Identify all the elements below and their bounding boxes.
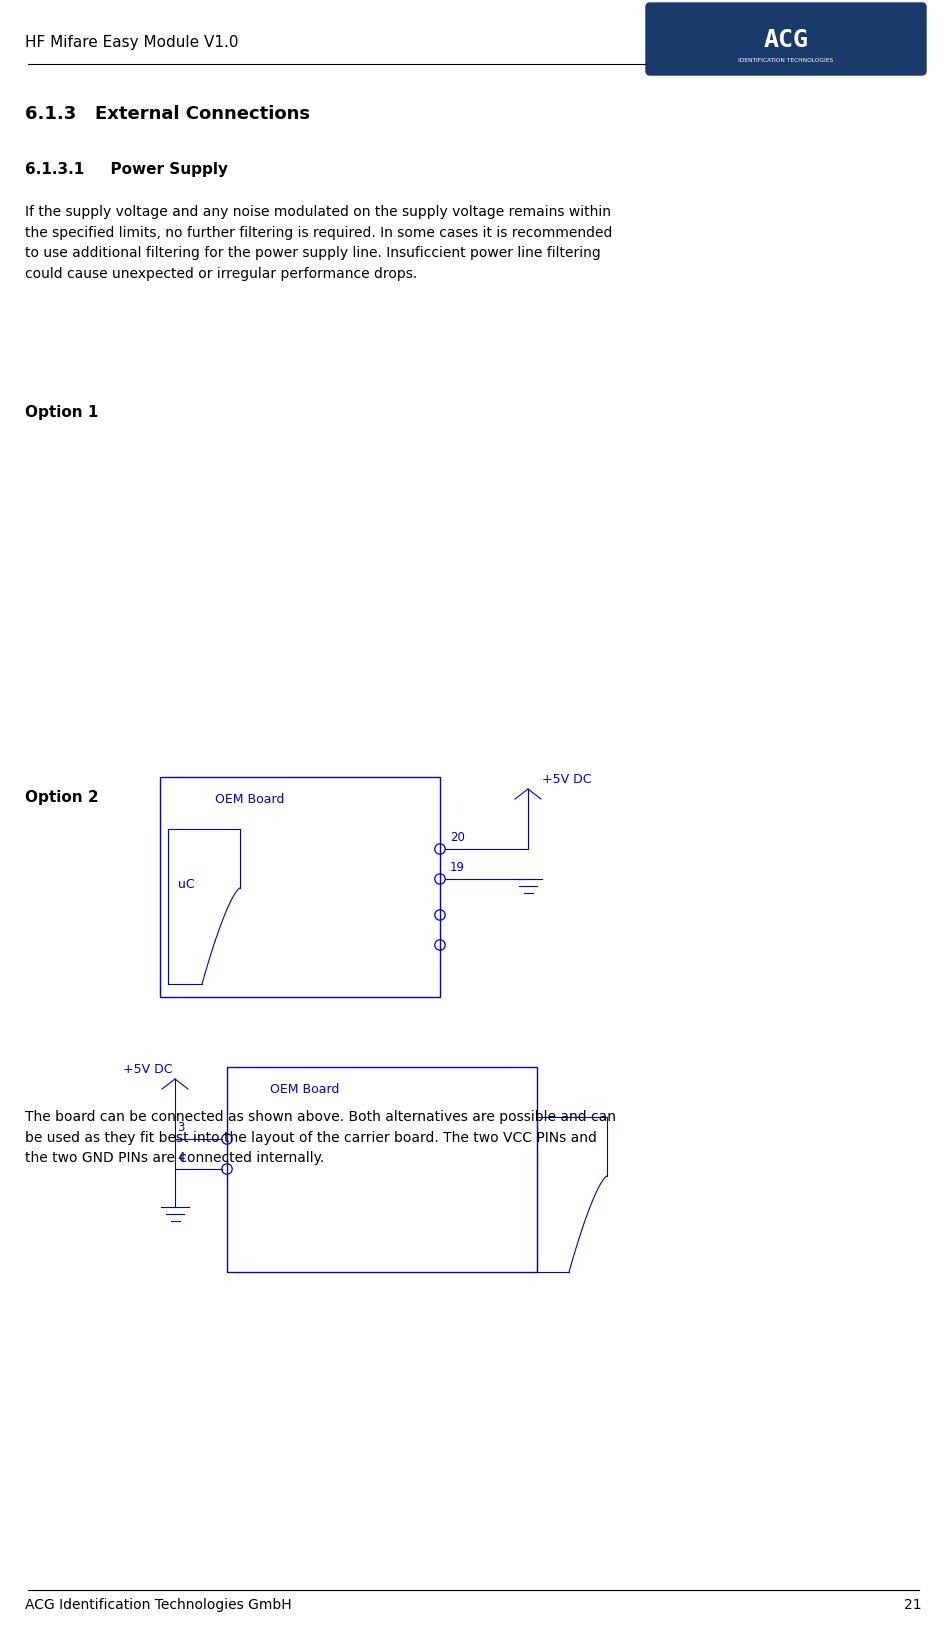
Bar xyxy=(227,1067,537,1273)
Text: OEM Board: OEM Board xyxy=(215,793,284,806)
Text: HF Mifare Easy Module V1.0: HF Mifare Easy Module V1.0 xyxy=(25,34,239,49)
FancyBboxPatch shape xyxy=(646,3,926,77)
Bar xyxy=(160,777,440,997)
Text: 21: 21 xyxy=(904,1598,922,1611)
Text: 3: 3 xyxy=(177,1121,185,1134)
Text: 19: 19 xyxy=(450,862,465,875)
Text: OEM Board: OEM Board xyxy=(270,1084,339,1095)
Text: 6.1.3.1     Power Supply: 6.1.3.1 Power Supply xyxy=(25,162,228,176)
Text: uC: uC xyxy=(178,878,195,891)
Text: 20: 20 xyxy=(450,831,465,844)
Text: +5V DC: +5V DC xyxy=(542,774,592,787)
Text: IDENTIFICATION TECHNOLOGIES: IDENTIFICATION TECHNOLOGIES xyxy=(739,57,833,62)
Text: Option 1: Option 1 xyxy=(25,405,98,419)
Text: ACG Identification Technologies GmbH: ACG Identification Technologies GmbH xyxy=(25,1598,292,1611)
Text: If the supply voltage and any noise modulated on the supply voltage remains with: If the supply voltage and any noise modu… xyxy=(25,206,613,281)
Text: ACG: ACG xyxy=(763,28,809,52)
Text: 4: 4 xyxy=(177,1151,185,1164)
Text: The board can be connected as shown above. Both alternatives are possible and ca: The board can be connected as shown abov… xyxy=(25,1110,616,1165)
Text: Option 2: Option 2 xyxy=(25,790,98,805)
Text: 6.1.3   External Connections: 6.1.3 External Connections xyxy=(25,104,310,122)
Text: +5V DC: +5V DC xyxy=(123,1062,172,1075)
